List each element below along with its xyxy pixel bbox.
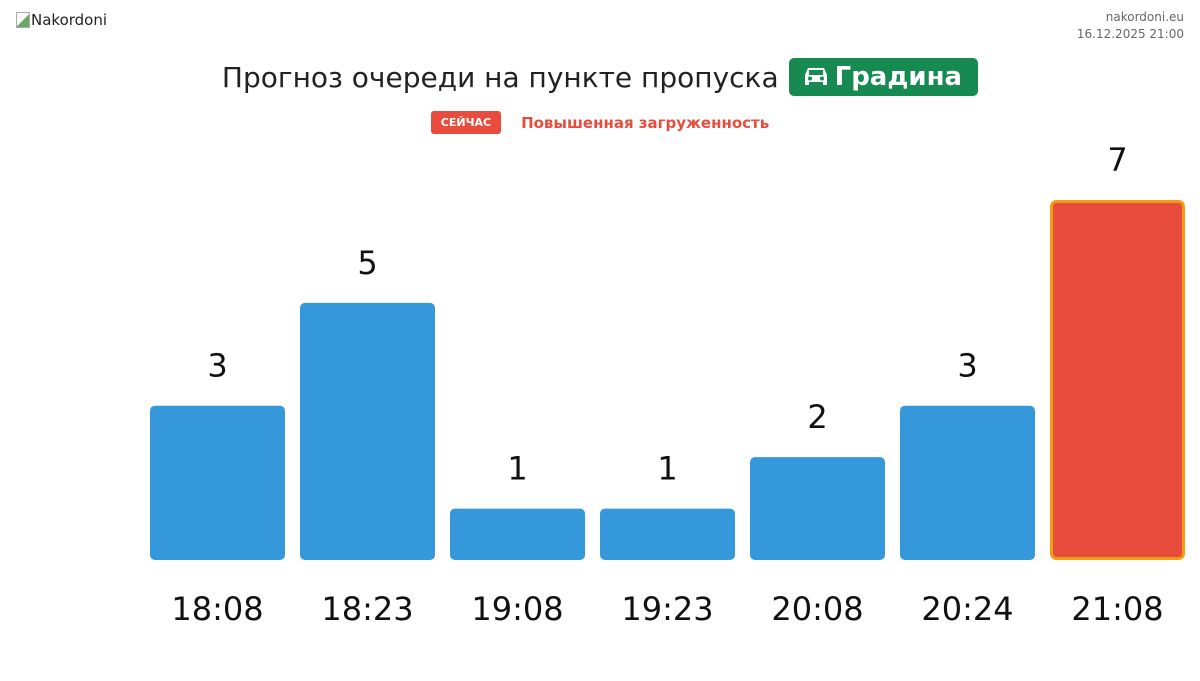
site-name: nakordoni.eu [1105, 10, 1184, 24]
value-label: 3 [207, 347, 227, 385]
header-meta: nakordoni.eu 16.12.2025 21:00 [1077, 9, 1184, 43]
time-label: 19:23 [621, 590, 713, 628]
bar [150, 405, 285, 560]
bar [300, 302, 435, 560]
bar [450, 508, 585, 560]
bar [900, 405, 1035, 560]
time-label: 20:24 [921, 590, 1013, 628]
bar [1050, 200, 1185, 560]
page-title: Прогноз очереди на пункте пропуска Гради… [0, 58, 1200, 96]
bar [600, 508, 735, 560]
value-label: 1 [507, 450, 527, 488]
checkpoint-name: Градина [834, 62, 963, 92]
datetime: 16.12.2025 21:00 [1076, 27, 1184, 41]
value-label: 1 [657, 450, 677, 488]
title-text: Прогноз очереди на пункте пропуска [221, 60, 779, 94]
logo-alt-text: Nakordoni [31, 11, 108, 29]
load-level: Повышенная загруженность [521, 113, 770, 132]
time-label: 18:23 [321, 590, 413, 628]
time-label: 19:08 [471, 590, 563, 628]
time-label: 18:08 [171, 590, 263, 628]
value-label: 2 [807, 398, 827, 436]
bar [750, 457, 885, 560]
value-label: 7 [1107, 141, 1127, 179]
time-label: 20:08 [771, 590, 863, 628]
time-label: 21:08 [1071, 590, 1163, 628]
status-row: СЕЙЧАС Повышенная загруженность [0, 111, 1200, 134]
broken-image-icon [16, 12, 30, 28]
car-icon [804, 68, 827, 85]
checkpoint-badge: Градина [788, 58, 979, 96]
logo[interactable]: Nakordoni [16, 11, 107, 29]
now-badge: СЕЙЧАС [430, 111, 502, 134]
value-label: 3 [957, 347, 977, 385]
value-label: 5 [357, 244, 377, 282]
